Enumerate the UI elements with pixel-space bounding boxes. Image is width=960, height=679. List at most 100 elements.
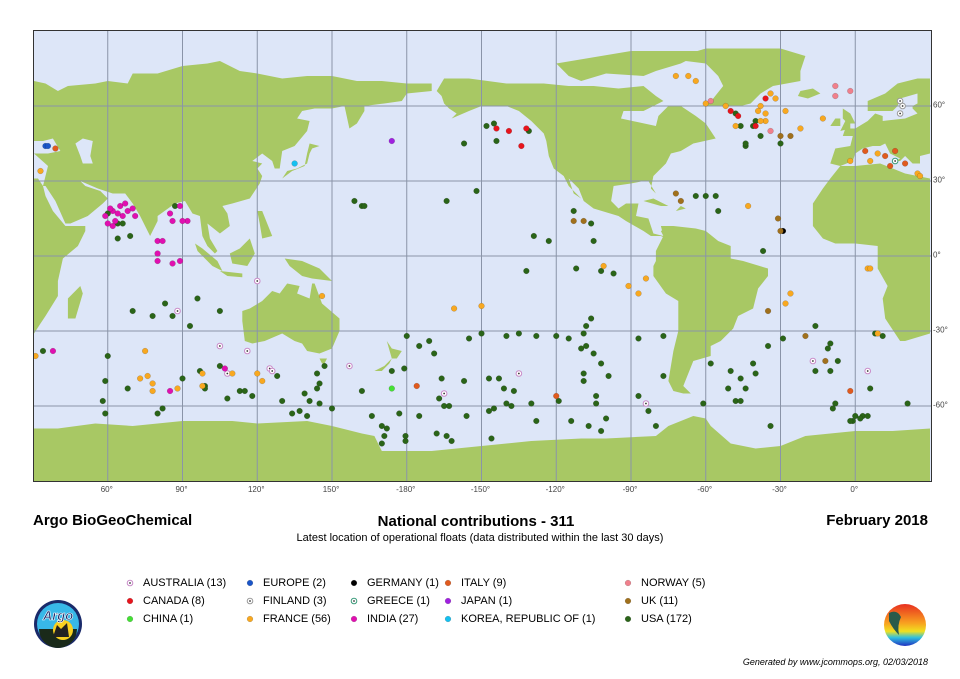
float-france xyxy=(867,265,874,272)
latitude-label: -30° xyxy=(933,325,948,335)
float-usa xyxy=(179,375,186,382)
float-france xyxy=(732,122,739,130)
longitude-label: 0° xyxy=(850,485,859,494)
float-usa xyxy=(129,307,136,315)
legend-label: GREECE (1) xyxy=(367,595,430,607)
float-usa xyxy=(700,400,707,407)
legend-marker-icon xyxy=(126,579,134,587)
greenland xyxy=(680,48,806,106)
float-france xyxy=(702,100,709,107)
float-europe xyxy=(44,142,52,150)
float-france xyxy=(685,72,692,80)
float-greece xyxy=(891,157,899,165)
float-france xyxy=(199,382,206,390)
float-usa xyxy=(832,400,839,407)
float-australia xyxy=(346,362,353,370)
legend-label: UK (11) xyxy=(641,595,679,607)
float-italy xyxy=(847,387,854,395)
float-france xyxy=(692,77,699,85)
float-usa xyxy=(515,330,523,337)
longitude-label: -30° xyxy=(772,485,787,494)
float-france xyxy=(625,282,632,290)
latitude-label: -60° xyxy=(933,400,948,410)
great-britain xyxy=(840,108,856,131)
legend-marker-icon xyxy=(350,597,358,605)
latitude-label: 30° xyxy=(933,175,946,185)
float-uk xyxy=(570,217,577,225)
float-usa xyxy=(99,397,106,405)
float-india xyxy=(124,207,131,215)
float-usa xyxy=(742,385,749,392)
float-france xyxy=(672,72,680,80)
float-usa xyxy=(777,140,784,147)
float-usa xyxy=(749,360,757,367)
legend-marker-icon xyxy=(350,615,358,623)
float-canada xyxy=(493,125,500,132)
float-usa xyxy=(827,340,834,347)
date-title: February 2018 xyxy=(826,512,928,529)
globe-logo xyxy=(884,604,926,646)
float-france xyxy=(600,262,607,270)
legend-item-greece: GREECE (1) xyxy=(350,595,430,607)
legend-item-europe: EUROPE (2) xyxy=(246,577,326,589)
tasmania xyxy=(319,358,327,364)
float-usa xyxy=(383,425,390,432)
float-usa xyxy=(216,307,224,315)
legend-marker-icon xyxy=(444,615,452,623)
legend-label: GERMANY (1) xyxy=(367,577,439,589)
legend-label: AUSTRALIA (13) xyxy=(143,577,227,589)
float-uk xyxy=(787,132,794,140)
float-japan xyxy=(388,137,395,145)
float-india xyxy=(166,387,174,395)
legend-label: FINLAND (3) xyxy=(263,595,327,607)
float-usa xyxy=(127,232,134,240)
longitude-label: 60° xyxy=(100,485,113,494)
float-usa xyxy=(288,410,296,417)
legend-marker-icon xyxy=(350,579,358,587)
float-usa xyxy=(169,312,176,320)
float-norway xyxy=(832,82,839,90)
float-usa xyxy=(583,322,590,330)
float-usa xyxy=(102,377,109,385)
float-france xyxy=(229,370,236,377)
float-usa xyxy=(590,237,597,245)
float-france xyxy=(199,370,206,377)
legend-marker-icon xyxy=(246,579,254,587)
float-usa xyxy=(533,417,540,425)
float-usa xyxy=(216,362,224,370)
float-usa xyxy=(847,417,854,425)
legend-marker xyxy=(126,615,134,623)
float-france xyxy=(867,157,874,165)
ireland xyxy=(830,118,841,126)
float-usa xyxy=(495,375,503,382)
float-usa xyxy=(737,397,744,405)
float-norway xyxy=(707,97,714,105)
map-subtitle: Latest location of operational floats (d… xyxy=(296,532,664,544)
legend-item-usa: USA (172) xyxy=(624,613,692,625)
float-usa xyxy=(583,342,590,350)
float-france xyxy=(762,110,769,117)
float-uk xyxy=(777,227,784,235)
float-india xyxy=(166,210,174,217)
legend-item-finland: FINLAND (3) xyxy=(246,595,327,607)
float-usa xyxy=(194,295,201,302)
caspian-sea xyxy=(75,138,93,164)
float-usa xyxy=(279,397,286,405)
legend-label: KOREA, REPUBLIC OF (1) xyxy=(461,613,596,625)
float-usa xyxy=(533,332,540,340)
float-usa xyxy=(431,350,438,357)
float-usa xyxy=(154,410,161,417)
float-usa xyxy=(396,410,403,417)
float-india xyxy=(114,210,121,217)
float-usa xyxy=(580,370,587,377)
float-usa xyxy=(864,412,871,420)
float-australia xyxy=(642,400,650,407)
japan xyxy=(282,143,320,179)
legend-item-india: INDIA (27) xyxy=(350,613,418,625)
float-usa xyxy=(715,207,722,215)
float-australia xyxy=(515,370,523,377)
float-usa xyxy=(510,387,518,395)
legend-marker-icon xyxy=(246,597,254,605)
float-usa xyxy=(124,385,131,392)
float-markers xyxy=(34,72,924,447)
